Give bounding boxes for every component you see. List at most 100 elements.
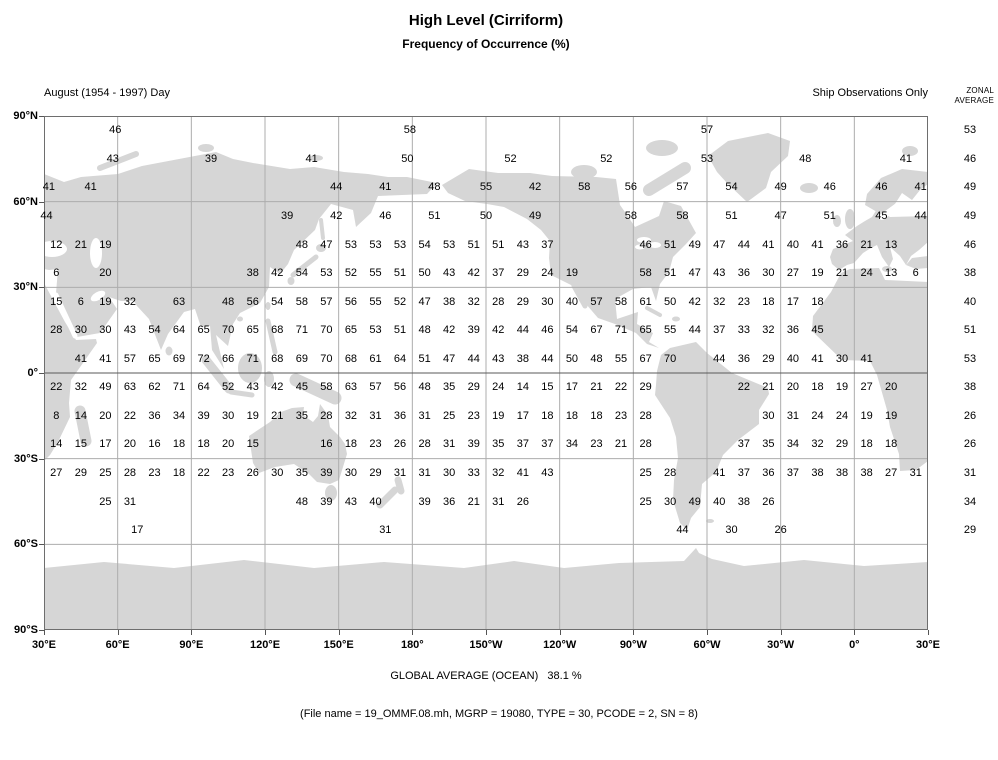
grid-cell-value: 38 <box>516 352 529 365</box>
landmass-turkey <box>906 256 928 269</box>
y-axis-label: 90°N <box>13 110 38 122</box>
island-victoria <box>571 165 597 179</box>
grid-cell-value: 14 <box>74 409 87 422</box>
x-axis-label: 90°E <box>179 639 204 651</box>
grid-cell-value: 38 <box>835 466 849 479</box>
grid-cell-value: 19 <box>860 409 873 422</box>
grid-cell-value: 18 <box>565 409 579 422</box>
grid-cell-value: 26 <box>393 438 407 451</box>
grid-cell-value: 28 <box>50 324 63 337</box>
grid-cell-value: 39 <box>320 466 333 479</box>
grid-cell-value: 17 <box>565 381 579 394</box>
grid-cell-value: 58 <box>403 124 416 137</box>
grid-cell-value: 57 <box>123 352 137 365</box>
grid-cell-value: 14 <box>50 438 63 451</box>
grid-cell-value: 57 <box>320 295 333 308</box>
landmass-greenland <box>708 133 790 202</box>
grid-cell-value: 25 <box>99 466 112 479</box>
grid-cell-value: 41 <box>516 466 529 479</box>
grid-cell-value: 32 <box>713 295 726 308</box>
grid-cell-value: 44 <box>516 324 529 337</box>
grid-cell-value: 28 <box>639 409 652 422</box>
grid-cell-value: 20 <box>786 381 800 394</box>
grid-cell-value: 25 <box>443 409 456 422</box>
grid-cell-value: 26 <box>774 524 787 537</box>
grid-cell-value: 24 <box>811 409 824 422</box>
grid-cell-value: 27 <box>50 466 63 479</box>
grid-cell-value: 41 <box>379 181 392 194</box>
zonal-average-value: 34 <box>963 495 977 508</box>
grid-cell-value: 65 <box>197 324 210 337</box>
grid-cell-value: 57 <box>369 381 382 394</box>
grid-cell-value: 41 <box>713 466 726 479</box>
baltic-sea <box>879 198 907 220</box>
grid-cell-value: 29 <box>639 381 652 394</box>
season-label: August (1954 - 1997) Day <box>44 87 170 99</box>
grid-cell-value: 17 <box>516 409 529 422</box>
great-lake-michigan <box>635 244 645 250</box>
grid-cell-value: 51 <box>823 209 836 222</box>
x-axis-tick <box>265 630 266 635</box>
grid-cell-value: 39 <box>418 495 431 508</box>
grid-cell-value: 48 <box>222 295 235 308</box>
grid-cell-value: 21 <box>74 238 87 251</box>
zonal-average-value: 38 <box>963 267 977 280</box>
grid-cell-value: 55 <box>369 295 382 308</box>
grid-cell-value: 29 <box>74 466 87 479</box>
grid-cell-value: 24 <box>541 267 554 280</box>
grid-cell-value: 49 <box>528 209 542 222</box>
grid-cell-value: 47 <box>418 295 431 308</box>
island-svalbard <box>902 146 918 156</box>
grid-cell-value: 18 <box>811 295 824 308</box>
island-new-guinea <box>289 373 342 405</box>
x-axis-tick <box>412 630 414 635</box>
grid-cell-value: 51 <box>467 238 480 251</box>
grid-cell-value: 27 <box>860 381 873 394</box>
grid-cell-value: 61 <box>369 352 382 365</box>
grid-cell-value: 45 <box>811 324 824 337</box>
graticule <box>44 116 928 630</box>
grid-cell-value: 64 <box>393 352 407 365</box>
grid-cell-value: 51 <box>664 238 677 251</box>
grid-cell-value: 30 <box>762 409 775 422</box>
grid-cell-value: 52 <box>222 381 235 394</box>
grid-cell-value: 71 <box>295 324 308 337</box>
grid-cell-value: 57 <box>590 295 603 308</box>
grid-cell-value: 52 <box>504 152 517 165</box>
grid-cell-value: 47 <box>713 238 726 251</box>
grid-cell-value: 32 <box>492 466 505 479</box>
island-hokkaido <box>316 244 326 252</box>
grid-cell-value: 18 <box>172 438 186 451</box>
grid-cell-value: 23 <box>737 295 750 308</box>
grid-cell-value: 46 <box>875 181 888 194</box>
grid-cell-value: 63 <box>123 381 137 394</box>
grid-cell-value: 41 <box>762 238 775 251</box>
grid-cell-value: 13 <box>885 267 898 280</box>
grid-cell-value: 18 <box>172 466 186 479</box>
grid-cell-value: 16 <box>148 438 161 451</box>
grid-cell-value: 44 <box>467 352 480 365</box>
grid-cell-value: 30 <box>725 524 738 537</box>
grid-cell-value: 68 <box>344 352 358 365</box>
grid-cell-value: 46 <box>823 181 836 194</box>
landmass-south-america <box>655 342 769 530</box>
grid-cell-value: 53 <box>393 238 407 251</box>
grid-cell-value: 55 <box>614 352 628 365</box>
peninsula-baja <box>571 283 588 309</box>
grid-cell-value: 54 <box>295 267 308 280</box>
grid-cell-value: 24 <box>835 409 849 422</box>
grid-cell-value: 50 <box>401 152 414 165</box>
grid-cell-value: 65 <box>344 324 358 337</box>
grid-cell-value: 69 <box>295 352 308 365</box>
grid-cell-value: 36 <box>786 324 800 337</box>
island-sulawesi <box>264 371 274 387</box>
grid-cell-value: 42 <box>443 324 456 337</box>
island-java <box>228 389 255 398</box>
x-axis-label: 150°W <box>469 639 503 651</box>
zonal-average-value: 53 <box>963 124 977 137</box>
grid-cell-value: 67 <box>590 324 603 337</box>
grid-cell-value: 18 <box>860 438 873 451</box>
landmass-africa-west <box>812 268 928 471</box>
map-border <box>44 116 928 630</box>
grid-cell-value: 49 <box>688 495 701 508</box>
